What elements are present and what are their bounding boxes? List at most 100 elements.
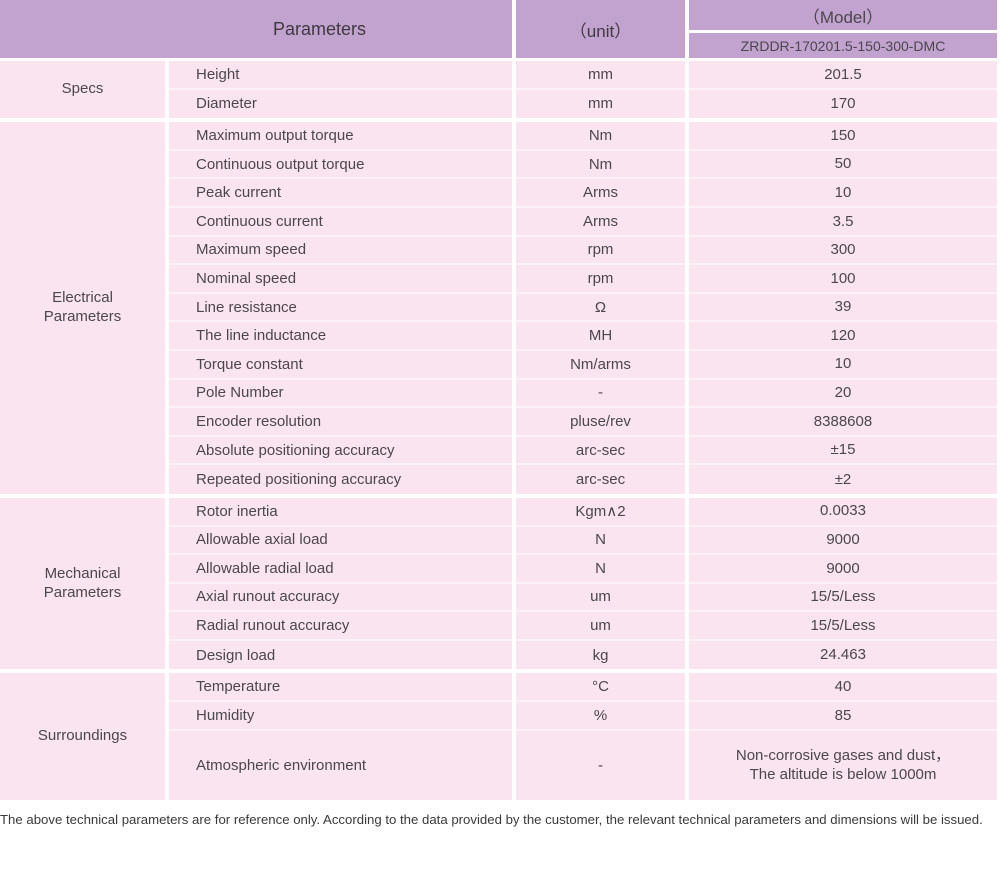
param-name-cell: Atmospheric environment bbox=[169, 730, 512, 800]
param-row: Torque constant Nm/arms 10 bbox=[169, 350, 997, 380]
param-unit-cell: - bbox=[516, 730, 685, 800]
param-unit-cell: Arms bbox=[516, 207, 685, 237]
section-label: Electrical Parameters bbox=[0, 122, 165, 494]
param-row: Absolute positioning accuracy arc-sec ±15 bbox=[169, 436, 997, 466]
param-row: The line inductance MH 120 bbox=[169, 322, 997, 351]
param-unit-cell: MH bbox=[516, 322, 685, 351]
param-value-cell: 10 bbox=[689, 350, 997, 380]
param-name-cell: Peak current bbox=[169, 179, 512, 208]
param-row: Continuous current Arms 3.5 bbox=[169, 207, 997, 237]
spec-table: Parameters （unit） （Model） ZRDDR-170201.5… bbox=[0, 0, 997, 800]
param-unit-cell: N bbox=[516, 555, 685, 584]
footer-note: The above technical parameters are for r… bbox=[0, 811, 983, 827]
param-row: Axial runout accuracy um 15/5/Less bbox=[169, 583, 997, 613]
param-unit-cell: um bbox=[516, 612, 685, 641]
table-header: Parameters （unit） （Model） ZRDDR-170201.5… bbox=[0, 0, 997, 58]
param-row: Atmospheric environment - Non-corrosive ga… bbox=[169, 730, 997, 800]
param-unit-cell: N bbox=[516, 526, 685, 556]
param-row: Encoder resolution pluse/rev 8388608 bbox=[169, 408, 997, 437]
param-row: Rotor inertia Kgm∧2 0.0033 bbox=[169, 497, 997, 527]
param-value-cell: 40 bbox=[689, 673, 997, 703]
param-name-cell: Maximum speed bbox=[169, 236, 512, 266]
param-value-cell: 9000 bbox=[689, 555, 997, 584]
param-value-cell: 150 bbox=[689, 122, 997, 151]
param-value-cell: 39 bbox=[689, 293, 997, 323]
parameters-header-label: Parameters bbox=[272, 18, 367, 39]
param-value-cell: 15/5/Less bbox=[689, 612, 997, 641]
param-value-cell: 24.463 bbox=[689, 640, 997, 670]
param-row: Pole Number -20 bbox=[169, 379, 997, 409]
param-name-cell: Height bbox=[169, 61, 512, 90]
param-row: Maximum output torque Nm 150 bbox=[169, 122, 997, 151]
param-name-cell: Allowable axial load bbox=[169, 526, 512, 556]
param-value-cell: 0.0033 bbox=[689, 497, 997, 527]
section-rows: Maximum output torque Nm 150 Continuous out… bbox=[169, 122, 997, 494]
table-body: Specs Height mm 201.5 Diameter mm 170 Electrica… bbox=[0, 61, 997, 800]
param-unit-cell: - bbox=[516, 379, 685, 409]
param-unit-cell: Ω bbox=[516, 293, 685, 323]
param-value-cell: Non-corrosive gases and dust， The altitu… bbox=[689, 730, 997, 800]
param-row: Line resistance Ω 39 bbox=[169, 293, 997, 323]
param-row: Diameter mm 170 bbox=[169, 89, 997, 119]
param-value-cell: 20 bbox=[689, 379, 997, 409]
section-rows: Rotor inertia Kgm∧2 0.0033 Allowable axial … bbox=[169, 497, 997, 670]
param-value-cell: 120 bbox=[689, 322, 997, 351]
param-name-cell: Rotor inertia bbox=[169, 497, 512, 527]
param-value-cell: 9000 bbox=[689, 526, 997, 556]
param-unit-cell: rpm bbox=[516, 265, 685, 294]
section-surroundings: Surroundings Temperature °C 40 Humidity% 85 At… bbox=[0, 673, 997, 800]
param-unit-cell: mm bbox=[516, 89, 685, 119]
param-name-cell: Absolute positioning accuracy bbox=[169, 436, 512, 466]
param-unit-cell: % bbox=[516, 702, 685, 731]
section-rows: Height mm 201.5 Diameter mm 170 bbox=[169, 61, 997, 119]
param-value-cell: 100 bbox=[689, 265, 997, 294]
param-name-cell: Pole Number bbox=[169, 379, 512, 409]
param-name-cell: Encoder resolution bbox=[169, 408, 512, 437]
param-row: Allowable axial load N 9000 bbox=[169, 526, 997, 556]
param-value-cell: 15/5/Less bbox=[689, 583, 997, 613]
param-name-cell: The line inductance bbox=[169, 322, 512, 351]
parameters-header-cell: Parameters bbox=[0, 0, 512, 58]
param-row: Nominal speed rpm 100 bbox=[169, 265, 997, 294]
param-value-cell: ±2 bbox=[689, 465, 997, 494]
model-header-cell: （Model） ZRDDR-170201.5-150-300-DMC bbox=[689, 0, 997, 58]
param-name-cell: Design load bbox=[169, 640, 512, 670]
param-name-cell: Axial runout accuracy bbox=[169, 583, 512, 613]
section-mechanical-parameters: Mechanical Parameters Rotor inertia Kgm∧2 0… bbox=[0, 497, 997, 670]
param-row: Radial runout accuracy um 15/5/Less bbox=[169, 612, 997, 641]
param-name-cell: Radial runout accuracy bbox=[169, 612, 512, 641]
model-header-label: （Model） bbox=[689, 0, 997, 30]
param-unit-cell: arc-sec bbox=[516, 465, 685, 494]
param-value-cell: 50 bbox=[689, 150, 997, 180]
param-row: Maximum speed rpm 300 bbox=[169, 236, 997, 266]
param-row: Continuous output torque Nm 50 bbox=[169, 150, 997, 180]
param-value-cell: 85 bbox=[689, 702, 997, 731]
param-unit-cell: Kgm∧2 bbox=[516, 497, 685, 527]
section-rows: Temperature °C 40 Humidity% 85 Atmospheric en… bbox=[169, 673, 997, 800]
param-name-cell: Humidity bbox=[169, 702, 512, 731]
param-value-cell: 300 bbox=[689, 236, 997, 266]
param-unit-cell: arc-sec bbox=[516, 436, 685, 466]
param-name-cell: Diameter bbox=[169, 89, 512, 119]
param-value-cell: 10 bbox=[689, 179, 997, 208]
param-name-cell: Nominal speed bbox=[169, 265, 512, 294]
param-name-cell: Temperature bbox=[169, 673, 512, 703]
param-name-cell: Continuous current bbox=[169, 207, 512, 237]
param-name-cell: Torque constant bbox=[169, 350, 512, 380]
param-unit-cell: mm bbox=[516, 61, 685, 90]
unit-header-label: （unit） bbox=[569, 21, 632, 41]
param-unit-cell: °C bbox=[516, 673, 685, 703]
param-value-cell: 8388608 bbox=[689, 408, 997, 437]
section-electrical-parameters: Electrical Parameters Maximum output torq… bbox=[0, 122, 997, 494]
section-specs: Specs Height mm 201.5 Diameter mm 170 bbox=[0, 61, 997, 119]
param-name-cell: Allowable radial load bbox=[169, 555, 512, 584]
param-name-cell: Line resistance bbox=[169, 293, 512, 323]
section-label: Specs bbox=[0, 61, 165, 119]
param-unit-cell: Nm bbox=[516, 122, 685, 151]
param-unit-cell: Arms bbox=[516, 179, 685, 208]
param-row: Height mm 201.5 bbox=[169, 61, 997, 90]
section-label: Surroundings bbox=[0, 673, 165, 800]
param-unit-cell: Nm/arms bbox=[516, 350, 685, 380]
param-value-cell: 3.5 bbox=[689, 207, 997, 237]
param-row: Temperature °C 40 bbox=[169, 673, 997, 703]
